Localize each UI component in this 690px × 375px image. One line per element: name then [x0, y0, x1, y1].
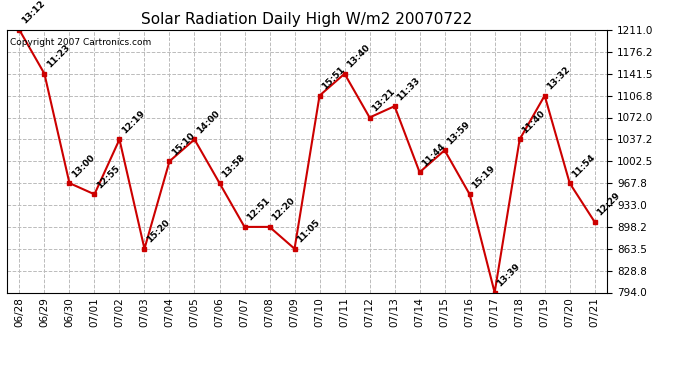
Text: 13:00: 13:00 [70, 153, 97, 179]
Text: Copyright 2007 Cartronics.com: Copyright 2007 Cartronics.com [10, 38, 151, 47]
Text: 11:33: 11:33 [395, 75, 422, 102]
Text: 13:40: 13:40 [345, 43, 372, 70]
Text: 11:23: 11:23 [45, 43, 72, 70]
Text: 12:19: 12:19 [120, 108, 147, 135]
Text: 11:40: 11:40 [520, 109, 547, 135]
Text: 15:51: 15:51 [320, 65, 347, 92]
Text: 11:05: 11:05 [295, 218, 322, 244]
Text: 12:51: 12:51 [245, 196, 272, 223]
Title: Solar Radiation Daily High W/m2 20070722: Solar Radiation Daily High W/m2 20070722 [141, 12, 473, 27]
Text: 12:55: 12:55 [95, 164, 121, 190]
Text: 15:19: 15:19 [470, 164, 497, 190]
Text: 13:32: 13:32 [545, 65, 572, 92]
Text: 13:12: 13:12 [20, 0, 47, 26]
Text: 13:39: 13:39 [495, 262, 522, 288]
Text: 12:29: 12:29 [595, 191, 622, 218]
Text: 12:20: 12:20 [270, 196, 297, 223]
Text: 11:54: 11:54 [570, 152, 597, 179]
Text: 13:59: 13:59 [445, 119, 472, 146]
Text: 13:58: 13:58 [220, 152, 247, 179]
Text: 15:10: 15:10 [170, 130, 197, 157]
Text: 13:21: 13:21 [370, 87, 397, 113]
Text: 14:00: 14:00 [195, 109, 221, 135]
Text: 15:20: 15:20 [145, 218, 172, 244]
Text: 11:44: 11:44 [420, 141, 447, 168]
